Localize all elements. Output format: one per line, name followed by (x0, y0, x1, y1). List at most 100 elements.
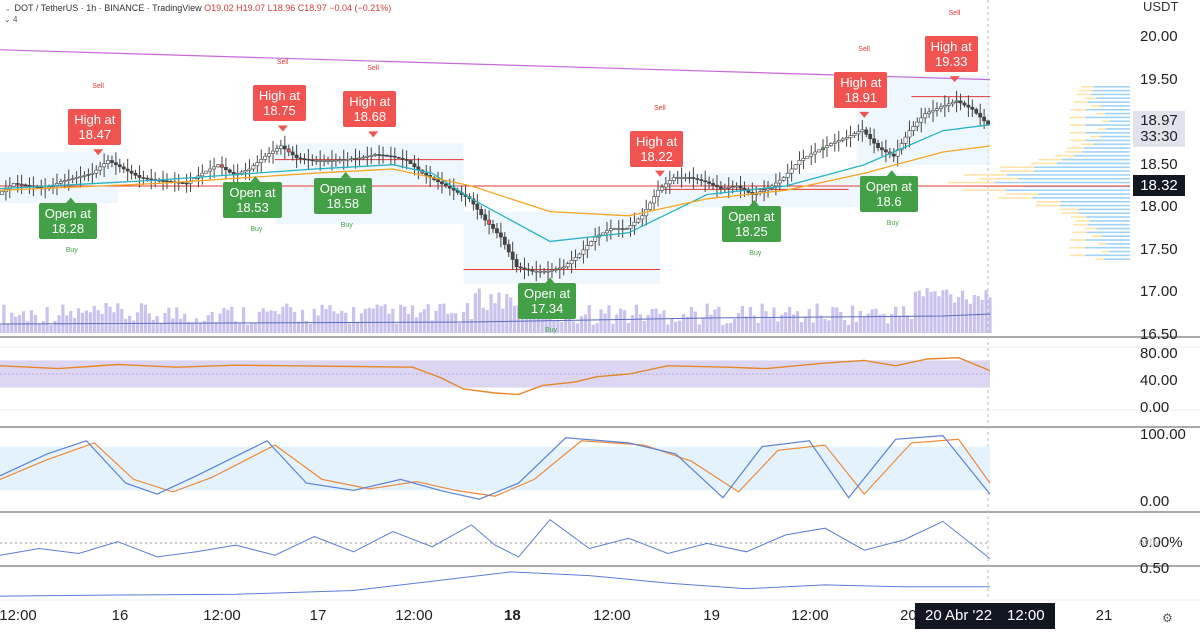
candle-body[interactable] (267, 153, 272, 157)
candle-body[interactable] (322, 160, 327, 162)
buy-signal-label[interactable]: Open at 17.34 (518, 283, 577, 320)
candle-body[interactable] (938, 106, 943, 109)
candle-body[interactable] (365, 155, 370, 158)
currency-label[interactable]: USDT (1143, 0, 1179, 14)
candle-body[interactable] (290, 151, 295, 156)
candle-body[interactable] (514, 259, 519, 268)
candle-body[interactable] (687, 177, 692, 179)
candle-body[interactable] (27, 185, 32, 187)
candle-body[interactable] (400, 158, 405, 160)
candle-body[interactable] (950, 102, 955, 105)
candle-body[interactable] (502, 236, 507, 245)
candle-body[interactable] (883, 149, 888, 153)
candle-body[interactable] (66, 179, 71, 181)
candle-body[interactable] (0, 191, 4, 195)
candle-body[interactable] (78, 176, 83, 178)
candle-body[interactable] (722, 187, 727, 190)
candle-body[interactable] (809, 153, 814, 157)
candle-body[interactable] (498, 232, 503, 238)
candle-body[interactable] (298, 157, 303, 160)
candle-body[interactable] (278, 145, 283, 149)
sell-signal-label[interactable]: High at 18.47 (68, 109, 122, 146)
candle-body[interactable] (593, 236, 598, 242)
candle-body[interactable] (369, 155, 374, 157)
candle-body[interactable] (377, 154, 382, 156)
level-price-tag[interactable]: 18.32 (1133, 175, 1185, 196)
current-price-tag[interactable]: 18.97 33:30 (1133, 110, 1185, 147)
candle-body[interactable] (534, 270, 539, 273)
candle-body[interactable] (129, 170, 134, 174)
candle-body[interactable] (840, 138, 845, 141)
candle-body[interactable] (848, 135, 853, 138)
candle-body[interactable] (663, 183, 668, 188)
sell-signal-label[interactable]: High at 18.68 (343, 91, 397, 128)
candle-body[interactable] (483, 214, 488, 221)
candle-body[interactable] (353, 158, 358, 160)
candle-body[interactable] (220, 164, 224, 168)
candle-body[interactable] (978, 112, 983, 118)
candle-body[interactable] (954, 100, 959, 103)
candle-body[interactable] (777, 179, 782, 184)
candle-body[interactable] (907, 130, 912, 138)
candle-body[interactable] (683, 177, 688, 179)
candle-body[interactable] (891, 153, 896, 157)
candle-body[interactable] (986, 120, 990, 126)
candle-body[interactable] (919, 117, 924, 123)
candle-body[interactable] (184, 182, 189, 185)
candle-body[interactable] (149, 178, 154, 181)
candle-body[interactable] (860, 129, 865, 133)
candle-body[interactable] (546, 270, 550, 273)
candle-body[interactable] (962, 102, 967, 106)
candle-body[interactable] (11, 183, 16, 187)
candle-body[interactable] (216, 164, 220, 168)
candle-body[interactable] (337, 159, 342, 162)
candle-body[interactable] (620, 228, 625, 230)
candle-body[interactable] (942, 105, 947, 108)
candle-body[interactable] (404, 159, 409, 161)
candle-body[interactable] (667, 180, 672, 185)
candle-body[interactable] (141, 177, 146, 179)
candle-body[interactable] (899, 143, 904, 151)
candle-body[interactable] (573, 257, 578, 261)
candle-body[interactable] (589, 241, 594, 246)
candle-body[interactable] (903, 136, 908, 144)
candle-body[interactable] (388, 155, 393, 158)
candle-body[interactable] (550, 269, 554, 272)
candle-body[interactable] (832, 141, 837, 144)
candle-body[interactable] (923, 113, 928, 119)
buy-signal-label[interactable]: Open at 18.25 (722, 206, 781, 242)
candle-body[interactable] (90, 172, 95, 175)
candle-body[interactable] (318, 160, 323, 162)
candle-body[interactable] (789, 168, 794, 174)
candle-body[interactable] (766, 188, 770, 191)
candle-body[interactable] (70, 178, 75, 180)
candle-body[interactable] (333, 159, 338, 162)
candle-body[interactable] (345, 158, 350, 161)
buy-signal-label[interactable]: Open at 18.6 (859, 176, 919, 213)
candle-body[interactable] (872, 138, 877, 144)
candle-body[interactable] (15, 183, 20, 185)
candle-body[interactable] (608, 228, 613, 232)
candle-body[interactable] (361, 156, 366, 159)
candle-body[interactable] (94, 169, 99, 174)
candle-body[interactable] (117, 164, 122, 168)
candle-body[interactable] (648, 202, 653, 210)
candle-body[interactable] (506, 244, 511, 253)
candle-body[interactable] (341, 159, 346, 161)
candle-body[interactable] (569, 260, 574, 264)
candle-body[interactable] (612, 228, 617, 230)
candle-body[interactable] (718, 186, 723, 189)
candle-body[interactable] (825, 145, 829, 149)
candle-body[interactable] (522, 267, 527, 270)
candle-body[interactable] (715, 184, 719, 188)
candle-body[interactable] (396, 156, 401, 159)
candle-body[interactable] (821, 147, 825, 151)
candle-body[interactable] (200, 172, 205, 177)
candle-body[interactable] (113, 162, 118, 166)
candle-body[interactable] (762, 189, 767, 192)
candle-body[interactable] (974, 109, 979, 114)
candle-body[interactable] (817, 149, 822, 153)
sell-signal-label[interactable]: High at 18.75 (252, 85, 307, 122)
candle-body[interactable] (801, 158, 806, 161)
